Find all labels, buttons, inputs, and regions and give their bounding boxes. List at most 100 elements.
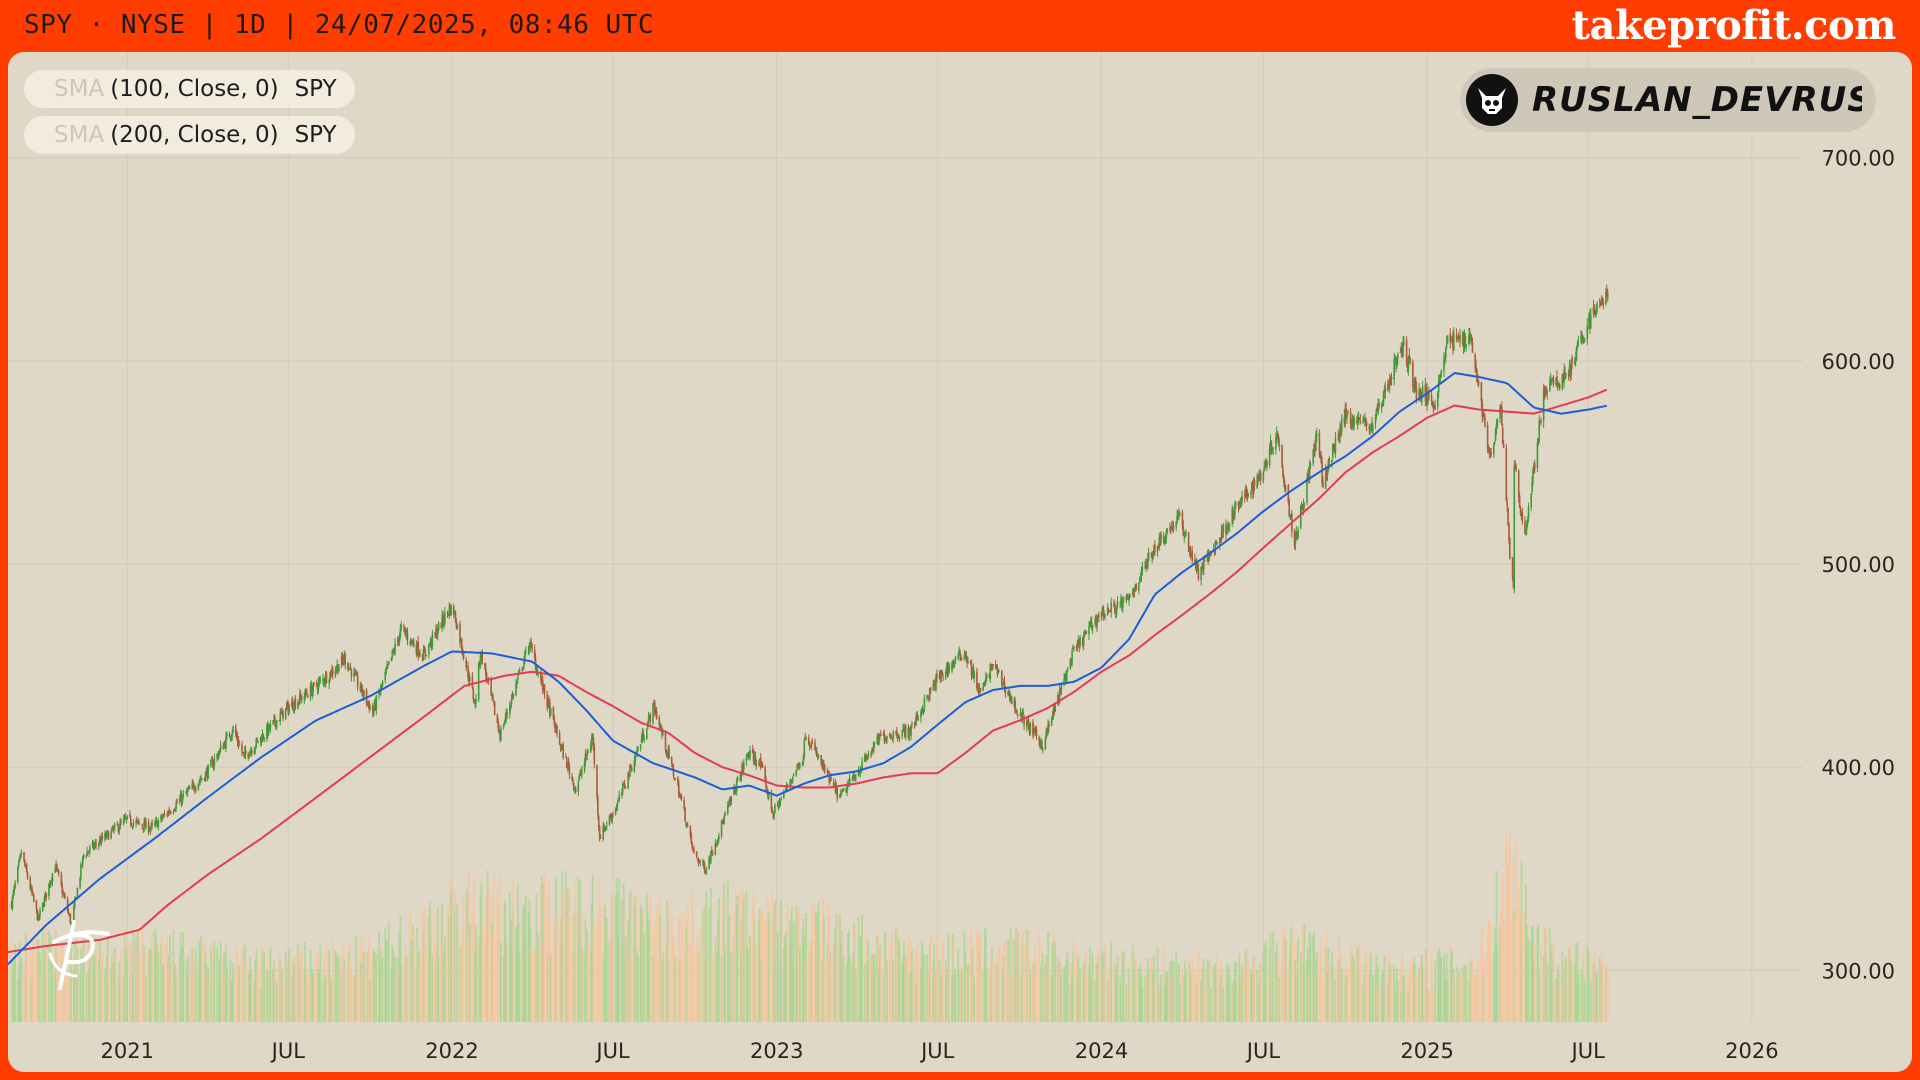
candle-body	[325, 673, 328, 683]
candle-body	[1070, 660, 1073, 665]
candle-body	[953, 661, 956, 664]
candle-body	[1444, 356, 1446, 360]
candle-body	[1567, 375, 1570, 377]
candle-body	[19, 853, 22, 859]
legend-sma-100[interactable]: SMA (100, Close, 0) SPY	[24, 70, 355, 108]
candle-body	[729, 798, 732, 802]
volume-bar	[599, 905, 602, 1022]
candle-body	[872, 741, 875, 752]
candle-body	[48, 883, 50, 897]
candle-body	[1459, 335, 1461, 342]
candle-body	[880, 734, 882, 736]
candle-body	[511, 694, 514, 698]
candle-body	[1439, 374, 1442, 379]
volume-bar	[1035, 959, 1038, 1022]
candle-body	[754, 755, 757, 762]
volume-bar	[1303, 923, 1306, 1022]
volume-bar	[1085, 972, 1088, 1022]
candle-body	[667, 749, 669, 755]
volume-bar	[1365, 957, 1368, 1022]
volume-bar	[680, 910, 683, 1022]
candle-body	[98, 839, 101, 844]
candle-body	[111, 826, 113, 830]
candle-body	[992, 663, 994, 667]
candle-body	[1132, 591, 1135, 594]
candle-body	[313, 682, 315, 684]
candle-body	[1383, 389, 1386, 394]
candle-body	[1133, 590, 1136, 593]
volume-bar	[300, 946, 303, 1022]
candle-body	[529, 642, 532, 649]
candle-body	[1184, 533, 1186, 538]
volume-bar	[194, 946, 197, 1022]
volume-bar	[1484, 957, 1486, 1022]
candle-body	[359, 686, 362, 690]
legend-sma-200[interactable]: SMA (200, Close, 0) SPY	[24, 116, 355, 154]
candle-body	[35, 900, 38, 910]
volume-bar	[126, 958, 129, 1022]
candle-body	[1436, 393, 1439, 407]
candle-body	[334, 671, 337, 676]
candle-body	[1312, 450, 1315, 464]
candle-body	[212, 763, 215, 768]
candle-body	[846, 786, 848, 794]
candle-body	[1533, 463, 1536, 469]
candle-body	[31, 887, 33, 894]
candle-body	[216, 754, 218, 758]
candle-body	[372, 709, 375, 715]
candle-body	[1120, 598, 1122, 605]
candle-body	[1464, 335, 1467, 344]
candle-body	[474, 701, 476, 705]
candle-body	[238, 744, 241, 746]
volume-bar	[387, 921, 390, 1022]
candle-body	[1418, 390, 1420, 400]
candle-body	[747, 753, 750, 757]
candle-body	[1587, 326, 1589, 328]
volume-bar	[1122, 950, 1125, 1022]
candle-body	[1259, 473, 1261, 478]
candle-body	[415, 644, 418, 654]
volume-bar	[1347, 969, 1349, 1022]
candle-body	[492, 700, 495, 703]
candle-body	[959, 651, 961, 657]
candle-body	[194, 788, 197, 791]
candle-body	[1281, 445, 1283, 468]
volume-bar	[568, 886, 571, 1022]
brand-logo[interactable]: takeprofit.com	[1571, 2, 1897, 49]
candle-body	[468, 676, 471, 681]
candle-body	[394, 643, 396, 654]
candle-body	[1126, 595, 1129, 599]
candle-body	[612, 814, 614, 816]
candle-body	[969, 662, 972, 664]
candle-body	[842, 788, 845, 792]
volume-bar	[1166, 972, 1169, 1022]
volume-bar	[1403, 974, 1405, 1022]
candle-body	[273, 717, 275, 720]
candle-body	[521, 668, 524, 670]
candle-body	[952, 662, 954, 665]
candle-body	[217, 754, 219, 758]
candle-body	[789, 781, 791, 786]
candle-body	[10, 902, 13, 909]
candle-body	[1376, 407, 1379, 412]
candle-body	[1546, 390, 1549, 393]
author-badge[interactable]: RUSLAN_DEVRUSLA...	[1460, 68, 1876, 132]
candle-body	[1213, 550, 1216, 552]
candle-body	[1324, 470, 1327, 489]
candle-body	[1220, 530, 1223, 541]
candle-body	[858, 770, 861, 774]
candle-body	[884, 739, 887, 742]
candle-body	[1152, 555, 1154, 560]
candle-body	[57, 870, 60, 875]
candle-body	[623, 783, 626, 787]
candle-body	[596, 765, 598, 797]
candle-body	[356, 675, 359, 687]
candle-body	[1156, 546, 1159, 552]
volume-bar	[848, 956, 851, 1022]
candle-body	[543, 684, 546, 695]
candle-body	[988, 674, 991, 678]
candle-body	[1493, 441, 1496, 444]
candle-body	[1496, 418, 1499, 426]
candle-body	[1121, 600, 1123, 608]
